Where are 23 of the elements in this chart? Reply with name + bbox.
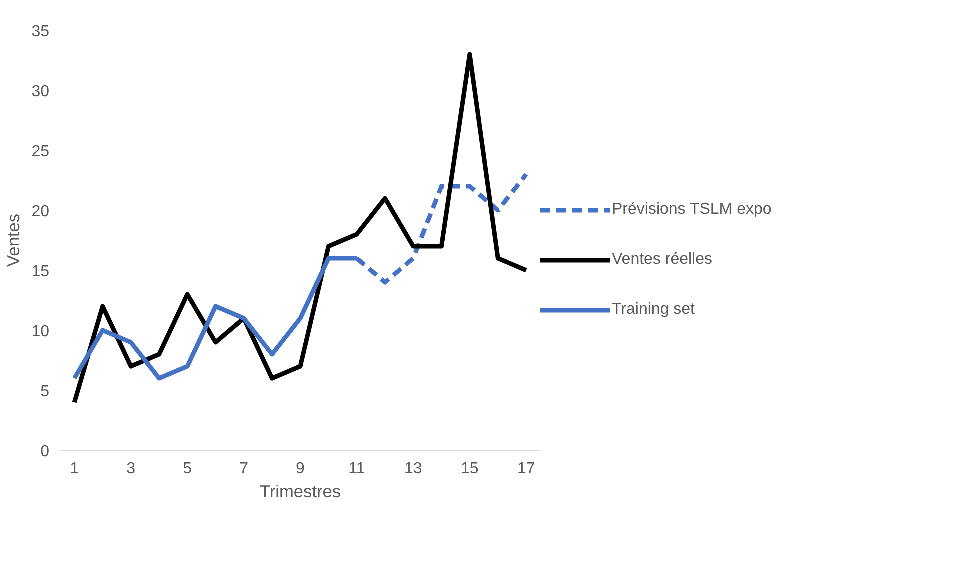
y-tick-label: 5 <box>40 384 50 400</box>
x-tick-label: 17 <box>517 460 536 478</box>
x-tick-label: 7 <box>240 460 249 478</box>
legend-label: Training set <box>612 301 695 319</box>
y-axis-title: Ventes <box>4 214 24 267</box>
y-tick-label: 20 <box>32 204 50 220</box>
x-tick-label: 5 <box>183 460 192 478</box>
legend-label: Ventes réelles <box>612 251 713 269</box>
y-tick-label: 0 <box>40 444 50 460</box>
y-tick-label: 35 <box>32 24 50 40</box>
x-tick-label: 3 <box>126 460 136 478</box>
y-tick-label: 15 <box>32 264 50 280</box>
y-tick-label: 30 <box>32 84 50 100</box>
x-axis-title: Trimestres <box>260 482 342 502</box>
legend-label: Prévisions TSLM expo <box>612 201 772 219</box>
line-series <box>72 52 529 405</box>
x-tick-label: 1 <box>70 460 80 478</box>
x-tick-label: 11 <box>348 460 366 478</box>
y-tick-label: 25 <box>32 144 50 160</box>
x-tick-label: 9 <box>296 460 306 478</box>
x-tick-label: 15 <box>461 460 479 478</box>
y-tick-label: 10 <box>32 324 50 340</box>
x-tick-label: 13 <box>404 460 422 478</box>
